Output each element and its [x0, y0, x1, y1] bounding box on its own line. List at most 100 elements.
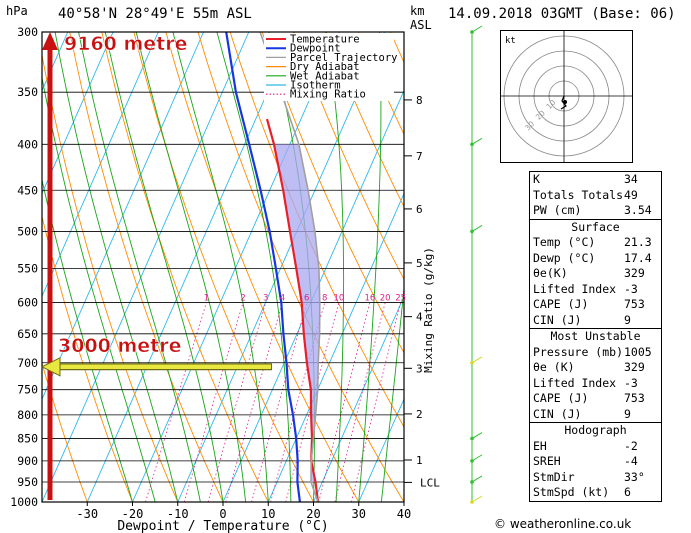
surface-value: 753 — [624, 297, 645, 311]
legend-label: Temperature — [290, 34, 360, 46]
pressure-tick-label: 300 — [17, 25, 38, 39]
dry-adiabat-line — [101, 32, 269, 502]
surface-section: Surface Temp (°C) 21.3 Dewp (°C) 17.4 θe(K) 3… — [530, 218, 661, 329]
hodograph-ring-label: 10 — [544, 98, 557, 111]
hodograph-stat-value: -2 — [624, 438, 638, 453]
km-tick-label: 6 — [416, 203, 423, 216]
wind-barb — [471, 432, 483, 439]
hpa-label: hPa — [6, 4, 28, 18]
mixing-ratio-label: 2 — [240, 294, 245, 304]
wind-barb — [471, 356, 483, 364]
x-tick-label: 30 — [352, 507, 366, 521]
wind-barb — [471, 224, 483, 232]
index-row: K 34 — [530, 172, 661, 188]
hodograph-stat-label: SREH — [533, 454, 561, 468]
chart-annotations: 9160 metre 3000 metre — [40, 32, 272, 500]
surface-row: Lifted Index -3 — [530, 282, 661, 298]
hodograph-stat-label: StmDir — [533, 469, 575, 484]
pressure-tick-label: 350 — [17, 85, 38, 99]
asl-label: ASL — [410, 18, 432, 32]
surface-row: Temp (°C) 21.3 — [530, 235, 661, 251]
mixing-ratio-line — [251, 302, 308, 502]
wind-barb — [471, 454, 483, 462]
pressure-tick-label: 750 — [17, 383, 38, 397]
surface-value: -3 — [624, 281, 638, 296]
mixing-ratio-axis-label: Mixing Ratio (g/kg) — [422, 247, 435, 373]
most-unstable-row: CAPE (J) 753 — [530, 391, 661, 407]
isotherm-line — [42, 32, 114, 195]
dry-adiabat-line — [325, 32, 404, 208]
hodograph: kt 10 20 30 — [500, 30, 633, 163]
wind-barb — [471, 495, 483, 503]
pressure-tick-label: 950 — [17, 475, 38, 489]
mixing-ratio-label: 25 — [395, 294, 406, 304]
wet-adiabat-line — [325, 32, 345, 502]
surface-value: 21.3 — [624, 235, 652, 249]
surface-value: 17.4 — [624, 250, 652, 265]
isotherm-line — [86, 32, 295, 502]
annotation-9160: 9160 metre — [64, 33, 188, 55]
legend-label: Mixing Ratio — [290, 89, 366, 101]
pressure-tick-label: 400 — [17, 137, 38, 151]
isotherm-line — [42, 32, 204, 401]
index-row: Totals Totals 49 — [530, 188, 661, 204]
isotherm-line — [177, 32, 385, 502]
annotation-3000: 3000 metre — [58, 335, 182, 357]
surface-row: CIN (J) 9 — [530, 313, 661, 329]
dry-adiabat-line — [293, 32, 404, 281]
mixing-ratio-line — [225, 302, 283, 502]
series-parcel-trajectory — [259, 32, 321, 502]
km-tick-label: 8 — [416, 94, 423, 107]
x-tick-label: -10 — [167, 507, 189, 521]
pressure-tick-label: 1000 — [10, 495, 38, 509]
x-tick-label: 20 — [306, 507, 320, 521]
wind-barb — [471, 25, 483, 33]
surface-row: CAPE (J) 753 — [530, 297, 661, 313]
hodograph-stat-row: SREH -4 — [530, 454, 661, 470]
wet-adiabat-line — [104, 32, 224, 502]
hodograph-stat-row: StmSpd (kt) 6 — [530, 485, 661, 501]
hodograph-stat-label: EH — [533, 438, 547, 453]
surface-value: 329 — [624, 266, 645, 280]
wind-barb — [471, 475, 483, 483]
indices-table: K 34 Totals Totals 49 PW (cm) 3.54 Surface Te… — [529, 171, 662, 502]
isotherm-line — [267, 192, 404, 502]
mixing-ratio-label: 8 — [322, 294, 327, 304]
datetime-label: 14.09.2018 03GMT (Base: 06) — [448, 6, 676, 22]
isotherm-line — [358, 398, 404, 502]
index-row: PW (cm) 3.54 — [530, 203, 661, 219]
pressure-tick-label: 900 — [17, 454, 38, 468]
surface-row: θe(K) 329 — [530, 266, 661, 282]
surface-label: CAPE (J) — [533, 297, 589, 311]
index-label: PW (cm) — [533, 203, 582, 217]
isotherm-line — [222, 89, 404, 502]
isotherm-line — [42, 32, 250, 502]
surface-label: CIN (J) — [533, 312, 582, 327]
x-tick-label: 10 — [261, 507, 275, 521]
index-value: 3.54 — [624, 203, 652, 217]
mixing-ratio-label: 3 — [263, 294, 268, 304]
km-tick-label: 3 — [416, 362, 423, 375]
index-value: 34 — [624, 172, 638, 186]
series-temperature — [265, 118, 320, 502]
most-unstable-value: 1005 — [624, 344, 652, 359]
pressure-tick-label: 450 — [17, 183, 38, 197]
hodograph-stat-value: -4 — [624, 454, 638, 468]
dry-adiabat-line — [133, 32, 314, 502]
km-tick-label: 2 — [416, 408, 423, 421]
series-dewpoint — [225, 32, 302, 502]
most-unstable-value: -3 — [624, 375, 638, 390]
most-unstable-row: CIN (J) 9 — [530, 407, 661, 423]
hodograph-stat-row: EH -2 — [530, 439, 661, 455]
index-value: 49 — [624, 187, 638, 202]
surface-value: 9 — [624, 312, 631, 327]
chart-ticks: 1 2 3 4 6 8 10 16 20 25TemperatureDewpointParcel … — [10, 25, 440, 533]
mixing-ratio-label: 20 — [380, 294, 391, 304]
mixing-ratio-label: 4 — [280, 294, 285, 304]
x-tick-label: 0 — [219, 507, 226, 521]
mixing-ratio-label: 1 — [204, 294, 209, 304]
mixing-ratio-line — [183, 302, 244, 502]
pressure-tick-label: 800 — [17, 408, 38, 422]
height-arrow-head — [42, 32, 58, 50]
